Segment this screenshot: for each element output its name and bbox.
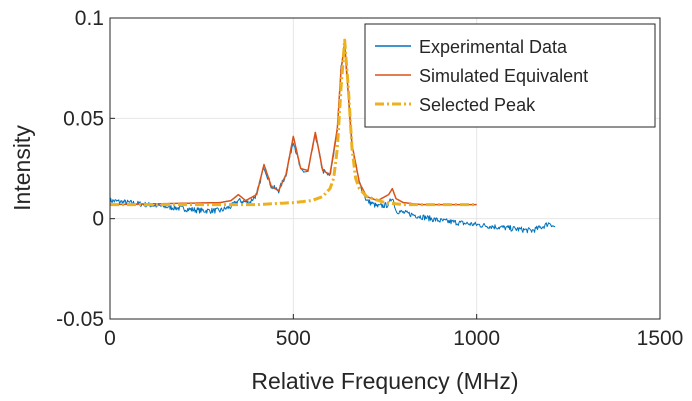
x-tick-label: 1500 bbox=[637, 327, 684, 350]
series-layer bbox=[109, 38, 556, 234]
y-tick-label: 0 bbox=[92, 208, 104, 231]
x-tick-label: 1000 bbox=[453, 327, 500, 350]
legend: Experimental Data Simulated Equivalent Sel… bbox=[364, 23, 656, 128]
y-tick-label: 0.05 bbox=[63, 107, 104, 130]
y-tick-label: -0.05 bbox=[56, 308, 104, 331]
y-tick-label: 0.1 bbox=[75, 7, 104, 30]
x-tick-label: 0 bbox=[104, 327, 116, 350]
x-axis-title: Relative Frequency (MHz) bbox=[251, 368, 518, 394]
y-axis-title: Intensity bbox=[9, 125, 35, 211]
legend-box bbox=[364, 23, 656, 128]
legend-label-2: Selected Peak bbox=[419, 95, 536, 115]
legend-label-1: Simulated Equivalent bbox=[419, 66, 588, 86]
x-tick-label: 500 bbox=[276, 327, 311, 350]
plot-frame bbox=[109, 17, 661, 320]
legend-label-0: Experimental Data bbox=[419, 37, 568, 57]
series-line-2 bbox=[109, 38, 478, 207]
